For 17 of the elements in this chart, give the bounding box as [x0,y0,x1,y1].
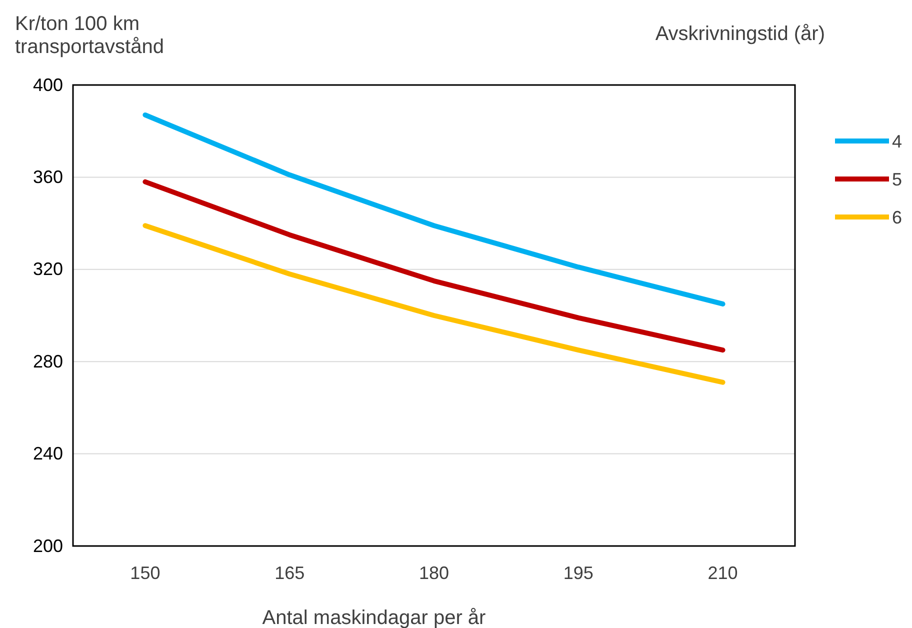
x-tick-label: 210 [708,562,738,583]
y-tick-label: 280 [32,351,63,372]
y-tick-label: 240 [32,444,63,464]
y-tick-label: 400 [32,74,63,95]
y-tick-label: 200 [32,536,63,556]
y-tick-label: 320 [32,259,63,280]
legend-title: Avskrivningstid (år) [655,23,825,45]
legend-label: 4 [892,131,902,152]
x-tick-label: 180 [418,562,450,583]
legend-label: 6 [892,207,902,228]
x-tick-label: 165 [274,562,305,583]
x-axis-title: Antal maskindagar per år [262,607,486,628]
x-tick-label: 195 [563,562,594,583]
legend-label: 5 [892,169,902,190]
x-tick-label: 150 [130,562,160,583]
y-axis-title: Kr/ton 100 km transportavstånd [15,13,164,58]
y-tick-label: 360 [32,166,63,187]
